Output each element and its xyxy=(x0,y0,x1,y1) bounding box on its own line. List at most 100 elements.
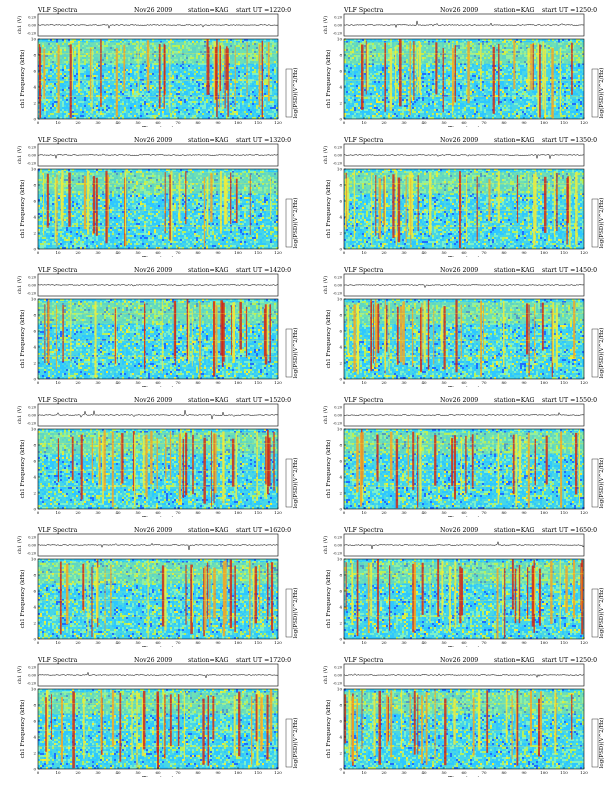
spectrogram-cell xyxy=(64,107,66,109)
spectrogram-cell xyxy=(428,63,430,65)
spectrogram-cell xyxy=(576,71,578,73)
spectrogram-cell xyxy=(134,79,136,81)
spectrogram-cell xyxy=(112,47,114,49)
spectrogram-cell xyxy=(96,89,98,91)
spectrogram-cell xyxy=(130,89,132,91)
spectrogram-cell xyxy=(108,67,110,69)
spectrogram-cell xyxy=(188,59,190,61)
spectrogram-cell xyxy=(346,41,348,43)
spectrogram-cell xyxy=(114,101,116,103)
spectrogram-cell xyxy=(82,39,84,41)
spectrogram-cell xyxy=(476,43,478,45)
spectrogram-cell xyxy=(476,69,478,71)
strip-tick-label: 0.00 xyxy=(28,24,36,28)
spectrogram-cell xyxy=(348,49,350,51)
spectrogram-cell xyxy=(534,61,536,63)
spectrogram-cell xyxy=(114,59,116,61)
spectrogram-cell xyxy=(516,75,518,77)
spectrogram-cell xyxy=(118,43,120,45)
spectrogram-cell xyxy=(372,57,374,59)
spectrogram-cell xyxy=(256,111,258,113)
spectrogram-cell xyxy=(118,63,120,65)
spectrogram-cell xyxy=(96,57,98,59)
spectrogram-cell xyxy=(150,59,152,61)
spectrogram-cell xyxy=(580,71,582,73)
spectrogram-cell xyxy=(448,75,450,77)
spectrogram-cell xyxy=(504,45,506,47)
spectrogram-cell xyxy=(64,117,66,119)
spectrogram-cell xyxy=(200,85,202,87)
spectrogram-cell xyxy=(230,81,232,83)
spectrogram-cell xyxy=(90,111,92,113)
spectrogram-cell xyxy=(156,91,158,93)
spectrogram-cell xyxy=(160,77,162,79)
spectrogram-cell xyxy=(264,65,266,67)
spectrogram-cell xyxy=(370,73,372,75)
spectrogram-cell xyxy=(96,43,98,45)
spectrogram-cell xyxy=(192,79,194,81)
spectrogram-cell xyxy=(462,65,464,67)
spectrogram-cell xyxy=(48,85,50,87)
spectrogram-cell xyxy=(126,95,128,97)
spectrogram-cell xyxy=(118,99,120,101)
spectrogram-cell xyxy=(242,103,244,105)
spectrogram-cell xyxy=(152,45,154,47)
spectrogram-cell xyxy=(66,115,68,117)
spectrogram-cell xyxy=(506,77,508,79)
spectrogram-cell xyxy=(126,87,128,89)
spectrogram-cell xyxy=(250,73,252,75)
spectrogram-cell xyxy=(570,75,572,77)
spectrogram-cell xyxy=(58,117,60,119)
spectrogram-cell xyxy=(458,39,460,41)
spectrogram-cell xyxy=(108,47,110,49)
spectrogram-cell xyxy=(134,97,136,99)
spectrogram-cell xyxy=(562,61,564,63)
spectrogram-cell xyxy=(494,79,496,81)
spectrogram-cell xyxy=(578,53,580,55)
spectrogram-cell xyxy=(42,75,44,77)
spectrogram-cell xyxy=(152,103,154,105)
spectrogram-cell xyxy=(566,39,568,41)
spectrogram-cell xyxy=(198,57,200,59)
spectrogram-cell xyxy=(200,111,202,113)
spectrogram-cell xyxy=(190,63,192,65)
spectrogram-cell xyxy=(186,67,188,69)
spectrogram-cell xyxy=(144,61,146,63)
spectrogram-cell xyxy=(194,109,196,111)
spectrogram-cell xyxy=(224,111,226,113)
spectrogram-cell xyxy=(140,115,142,117)
spectrogram-cell xyxy=(406,39,408,41)
spectrogram-cell xyxy=(570,43,572,45)
spectrogram-cell xyxy=(122,47,124,49)
spectrogram-cell xyxy=(274,59,276,61)
spectrogram-cell xyxy=(484,79,486,81)
spectrogram-cell xyxy=(74,51,76,53)
spectrogram-cell xyxy=(176,63,178,65)
spectrogram-cell xyxy=(272,95,274,97)
spectrogram-cell xyxy=(156,41,158,43)
spectrogram-cell xyxy=(376,79,378,81)
spectrogram-cell xyxy=(112,49,114,51)
spectrogram-cell xyxy=(272,63,274,65)
spectrogram-cell xyxy=(184,115,186,117)
spectrogram-cell xyxy=(50,53,52,55)
spectrogram-cell xyxy=(566,69,568,71)
spectrogram-cell xyxy=(138,61,140,63)
spectrogram-cell xyxy=(428,41,430,43)
spectrogram-cell xyxy=(392,55,394,57)
spectrogram-cell xyxy=(534,55,536,57)
spectrogram-cell xyxy=(508,65,510,67)
spectrogram-cell xyxy=(376,73,378,75)
spectrogram-cell xyxy=(76,77,78,79)
spectrogram-cell xyxy=(156,85,158,87)
spectrogram-cell xyxy=(98,83,100,85)
spectrogram-cell xyxy=(152,49,154,51)
spectrogram-cell xyxy=(188,57,190,59)
spectrogram-cell xyxy=(382,49,384,51)
spectrogram-cell xyxy=(188,79,190,81)
spectrogram-cell xyxy=(56,81,58,83)
spectrogram-cell xyxy=(86,81,88,83)
spectrogram-cell xyxy=(248,81,250,83)
spectrogram-cell xyxy=(128,111,130,113)
spectrogram-cell xyxy=(110,61,112,63)
